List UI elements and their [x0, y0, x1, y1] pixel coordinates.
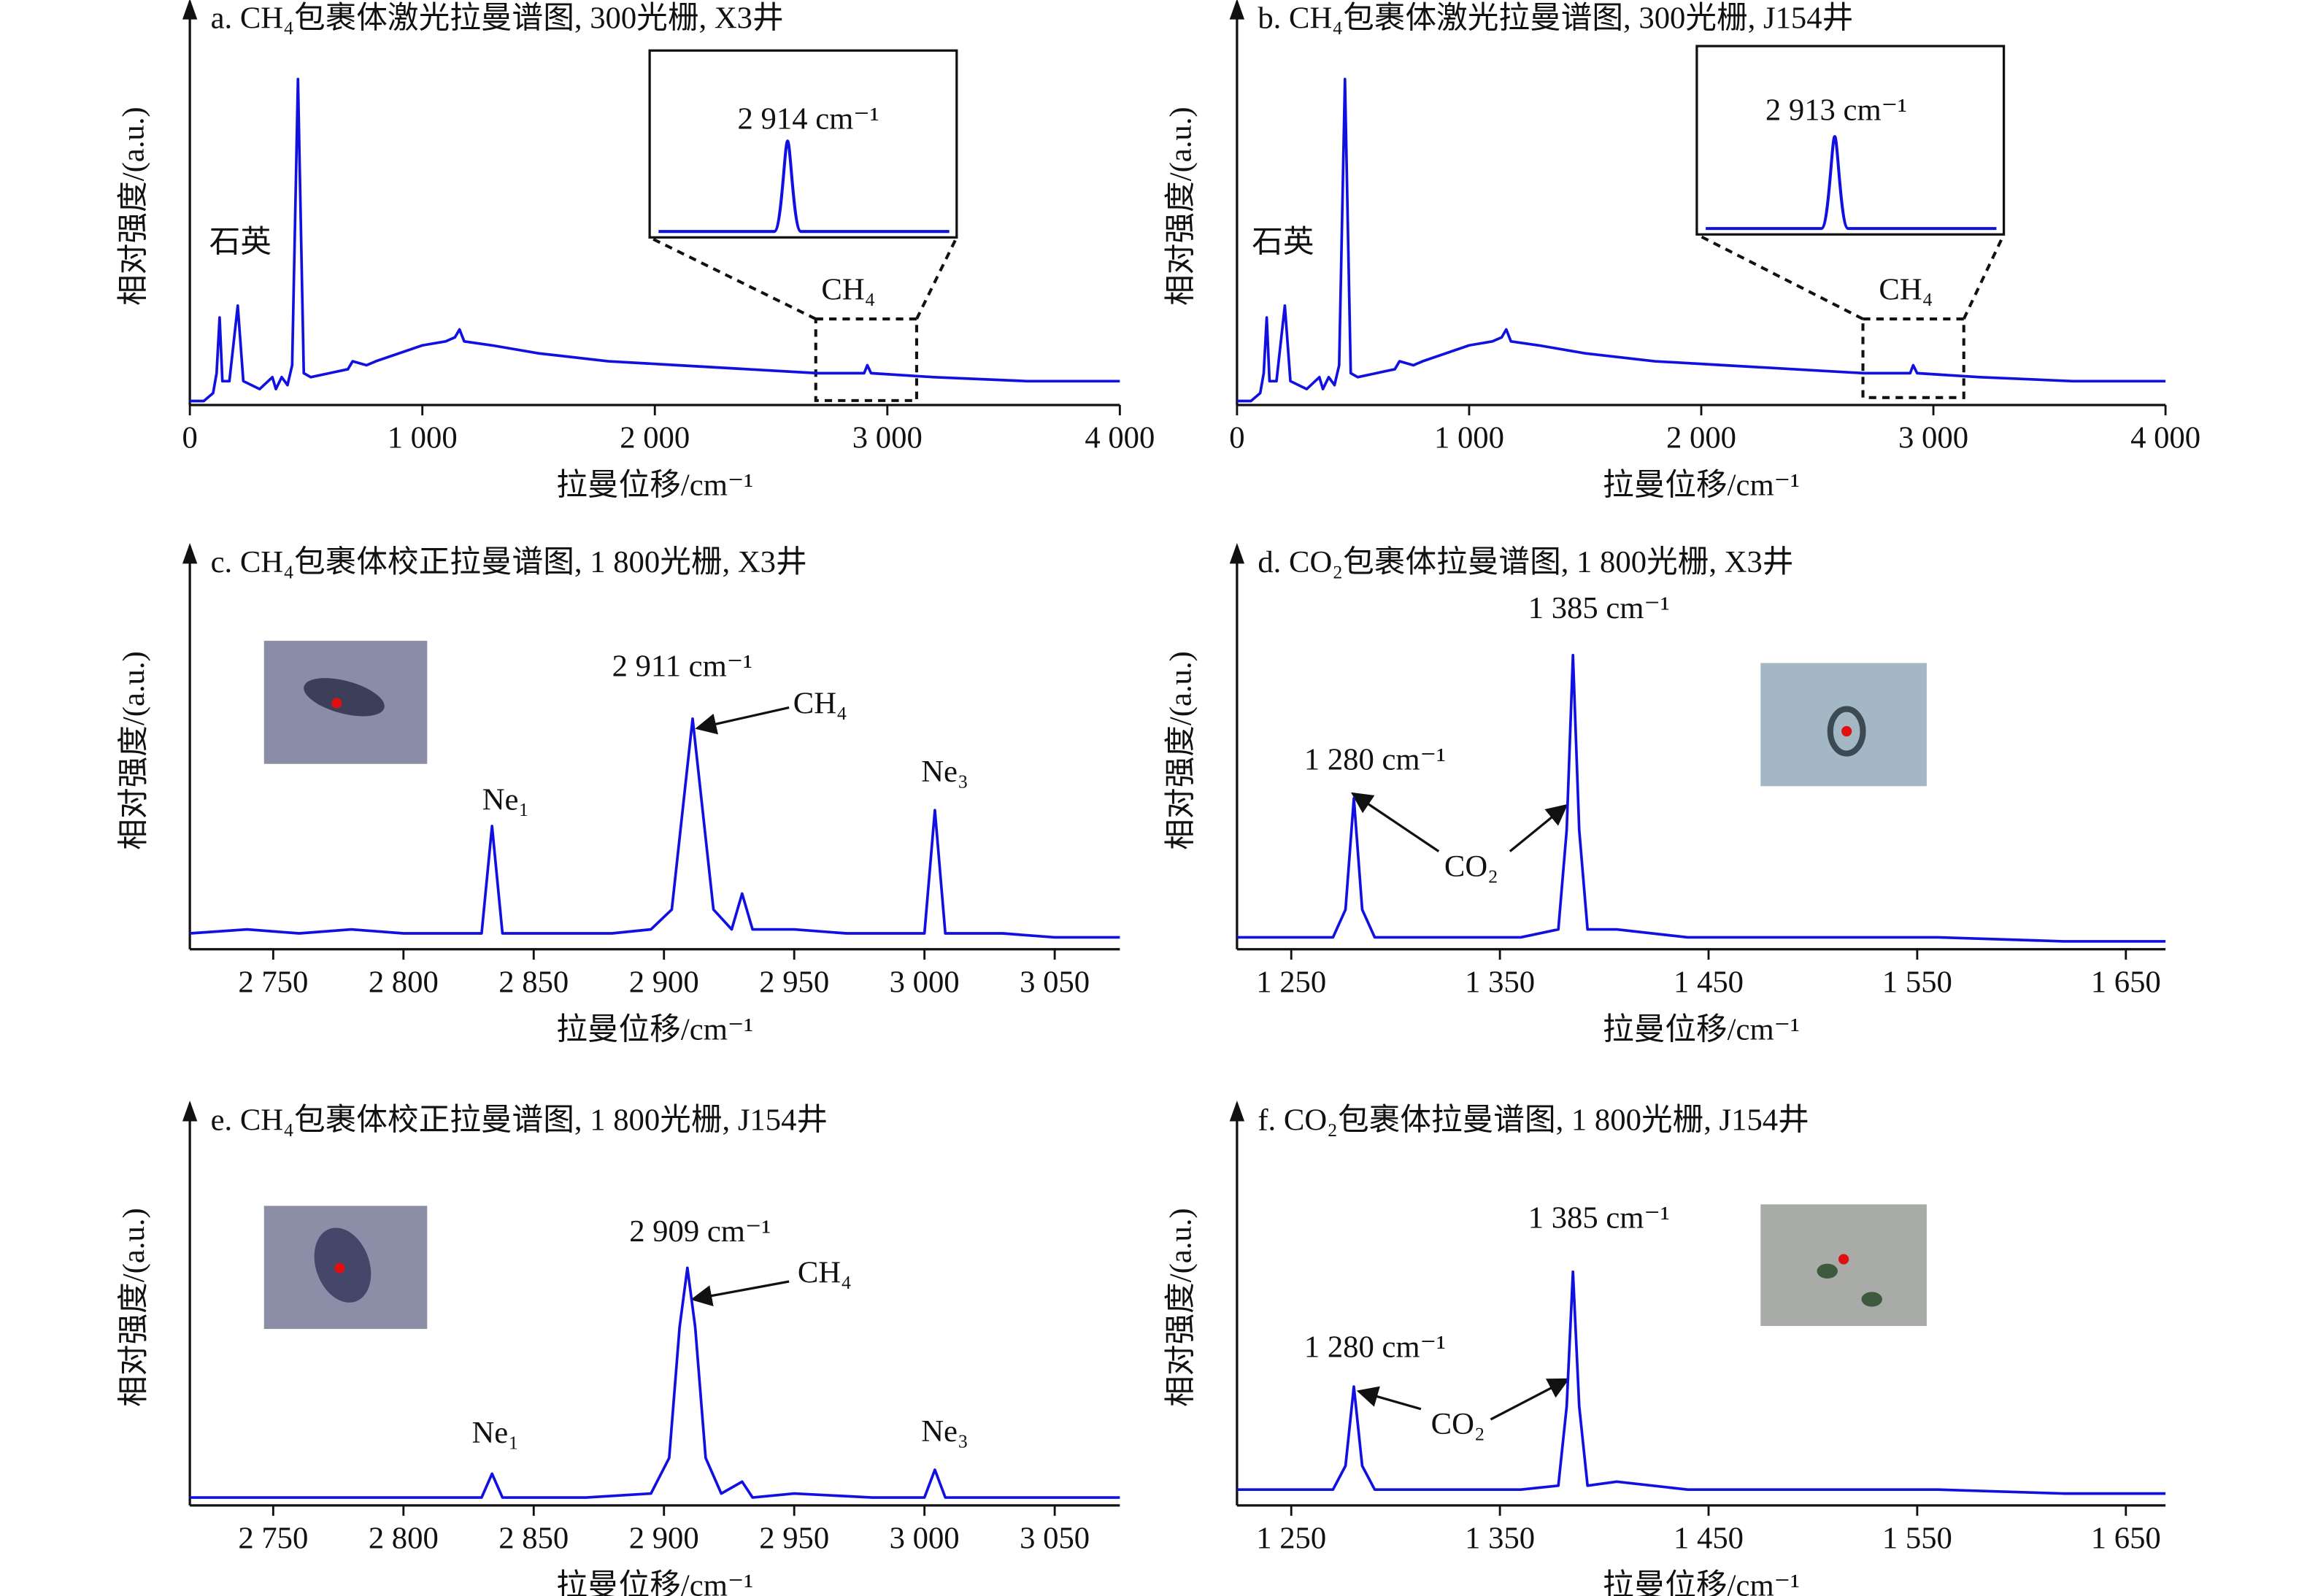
photo-e: [263, 1206, 428, 1330]
x-axis-label: 拉曼位移/cm⁻¹: [556, 1568, 753, 1596]
x-axis-label: 拉曼位移/cm⁻¹: [556, 1011, 753, 1046]
x-tick-label: 3 000: [890, 965, 960, 999]
x-tick-label: 3 000: [852, 421, 923, 455]
zoom-a: [648, 49, 958, 402]
x-tick-label: 2 000: [620, 421, 690, 455]
x-tick-label: 3 000: [1898, 421, 1968, 455]
annotation: CH₄: [798, 1256, 852, 1290]
x-axis-label: 拉曼位移/cm⁻¹: [1603, 468, 1800, 503]
x-axis-label: 拉曼位移/cm⁻¹: [1603, 1568, 1800, 1596]
chart-title: b. CH₄包裹体激光拉曼谱图, 300光栅, J154井: [1258, 0, 1853, 35]
x-tick-label: 1 650: [2091, 965, 2161, 999]
annotation: 1 385 cm⁻¹: [1528, 591, 1670, 625]
photo-c: [263, 641, 428, 764]
annotation: Ne₁: [471, 1416, 519, 1450]
x-tick-label: 3 050: [1020, 1521, 1090, 1555]
x-tick-label: 2 900: [629, 965, 699, 999]
x-tick-label: 1 550: [1882, 1521, 1952, 1555]
x-tick-label: 0: [1229, 421, 1244, 455]
photo-f: [1760, 1204, 1927, 1326]
annotation: 1 385 cm⁻¹: [1528, 1200, 1670, 1235]
x-axis-label: 拉曼位移/cm⁻¹: [556, 468, 753, 503]
spectrum-line: [190, 717, 1120, 939]
x-tick-label: 1 350: [1465, 1521, 1535, 1555]
y-axis-arrow: [1229, 1100, 1245, 1122]
x-tick-label: 3 050: [1020, 965, 1090, 999]
annotation: Ne₃: [921, 1414, 968, 1449]
y-axis-label: 相对强度/(a.u.): [1164, 651, 1198, 849]
chart-title: a. CH₄包裹体激光拉曼谱图, 300光栅, X3井: [211, 0, 784, 35]
x-tick-label: 4 000: [1085, 421, 1155, 455]
y-axis-arrow: [1229, 0, 1245, 20]
x-tick-label: 2 000: [1666, 421, 1736, 455]
x-tick-label: 1 250: [1256, 1521, 1326, 1555]
x-tick-label: 1 000: [388, 421, 458, 455]
annotation: 2 911 cm⁻¹: [612, 649, 752, 683]
y-axis-label: 相对强度/(a.u.): [1164, 107, 1198, 305]
y-axis-label: 相对强度/(a.u.): [117, 107, 151, 305]
chart-title: c. CH₄包裹体校正拉曼谱图, 1 800光栅, X3井: [211, 544, 807, 579]
y-axis-arrow: [1229, 542, 1245, 564]
x-tick-label: 2 950: [759, 965, 829, 999]
annotation: 1 280 cm⁻¹: [1304, 1330, 1446, 1364]
y-axis-arrow: [182, 1100, 198, 1122]
x-tick-label: 2 900: [629, 1521, 699, 1555]
spectrum-line: [1236, 77, 2166, 403]
annotation: CH₄: [793, 686, 847, 720]
chart-title: f. CO₂包裹体拉曼谱图, 1 800光栅, J154井: [1258, 1102, 1809, 1137]
x-tick-label: 2 850: [498, 1521, 569, 1555]
spectrum-line: [1236, 1270, 2166, 1495]
x-tick-label: 3 000: [890, 1521, 960, 1555]
annotation: 2 909 cm⁻¹: [629, 1214, 771, 1249]
annotation: 石英: [209, 225, 272, 259]
x-tick-label: 4 000: [2130, 421, 2200, 455]
x-tick-label: 1 000: [1434, 421, 1504, 455]
annotation: 1 280 cm⁻¹: [1304, 743, 1446, 777]
annotation: CO₂: [1431, 1407, 1485, 1441]
x-axis-label: 拉曼位移/cm⁻¹: [1603, 1011, 1800, 1046]
photo-d: [1760, 663, 1927, 787]
x-tick-label: 2 950: [759, 1521, 829, 1555]
spectrum-line: [190, 1266, 1120, 1499]
y-axis-label: 相对强度/(a.u.): [1164, 1208, 1198, 1406]
annotation: CH₄: [821, 272, 875, 307]
x-tick-label: 1 550: [1882, 965, 1952, 999]
y-axis-arrow: [182, 542, 198, 564]
x-tick-label: 2 750: [238, 965, 308, 999]
annotation: Ne₁: [482, 782, 530, 817]
x-tick-label: 1 650: [2091, 1521, 2161, 1555]
chart-title: e. CH₄包裹体校正拉曼谱图, 1 800光栅, J154井: [211, 1102, 828, 1137]
x-tick-label: 2 800: [369, 1521, 439, 1555]
x-tick-label: 2 800: [369, 965, 439, 999]
spectrum-line: [190, 77, 1120, 403]
y-axis-arrow: [182, 0, 198, 20]
y-axis-label: 相对强度/(a.u.): [117, 1208, 151, 1406]
x-tick-label: 1 350: [1465, 965, 1535, 999]
x-tick-label: 0: [182, 421, 197, 455]
chart-title: d. CO₂包裹体拉曼谱图, 1 800光栅, X3井: [1258, 544, 1793, 579]
spectrum-line: [1236, 653, 2166, 943]
annotation: 2 914 cm⁻¹: [738, 102, 879, 136]
x-tick-label: 1 450: [1674, 1521, 1744, 1555]
x-tick-label: 1 450: [1674, 965, 1744, 999]
x-tick-label: 2 750: [238, 1521, 308, 1555]
annotation: 石英: [1252, 225, 1314, 259]
annotation: CO₂: [1444, 849, 1498, 884]
y-axis-label: 相对强度/(a.u.): [117, 651, 151, 849]
annotation: Ne₃: [921, 755, 968, 789]
x-tick-label: 2 850: [498, 965, 569, 999]
x-tick-label: 1 250: [1256, 965, 1326, 999]
zoom-b: [1695, 45, 2006, 399]
annotation: 2 913 cm⁻¹: [1765, 93, 1907, 127]
annotation: CH₄: [1879, 272, 1933, 307]
arrows: [690, 706, 1570, 1421]
